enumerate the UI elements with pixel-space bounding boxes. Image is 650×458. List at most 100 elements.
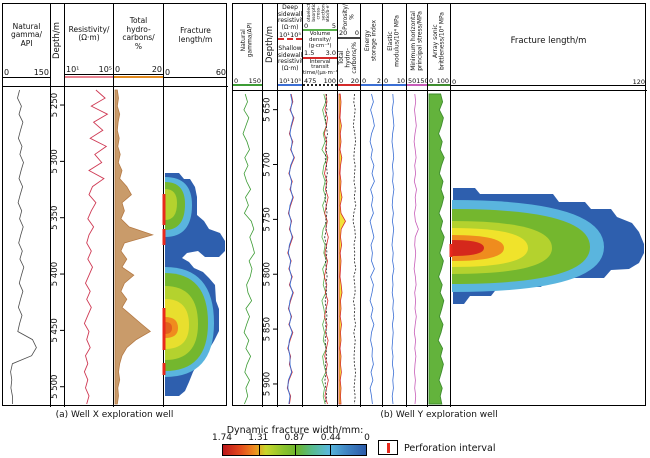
plot-area-a: 5 250 5 300 5 350 5 400 5 450 5 500 — [10, 89, 225, 405]
track-density-sonic-b — [303, 4, 338, 407]
depth-label: 5 800 — [262, 262, 272, 286]
depth-label: 5 450 — [50, 318, 60, 342]
track-title: Minimum horizontal principal stress/MPa — [407, 4, 427, 77]
plot-area-b: 5 650 5 700 5 750 5 800 5 850 5 900 — [242, 93, 644, 405]
scale-max: 10⁵ — [290, 30, 301, 39]
deep-sidewall-resistivity-curve — [286, 93, 295, 405]
track-title: Array sonic brittleness/10⁴ MPa — [428, 4, 450, 77]
colorbar-tick — [330, 445, 332, 455]
scale-row: 0 20 — [114, 63, 163, 75]
header-bottom-rule — [3, 86, 228, 87]
scale-max: 10⁵ — [290, 76, 301, 85]
track-energy-storage-index-b — [361, 4, 383, 407]
track-natural-gamma-a — [3, 4, 51, 407]
scale-row: 0 10 — [383, 77, 406, 86]
scale-rule — [114, 76, 163, 78]
track-title-text: Photoelectric absorption cross-section r… — [307, 4, 332, 23]
scale-min: 0 — [234, 76, 239, 85]
track-title: Natural gamma/API — [233, 4, 262, 77]
scale-row: 0 100 — [428, 77, 450, 86]
track-header-elastic-modulus-b: Elastic modulus/10⁴ MPa 0 10 — [383, 4, 406, 86]
scale-min: 10¹ — [279, 76, 290, 85]
natural-gamma-curve — [10, 89, 37, 404]
scale-max: 150 — [416, 76, 427, 85]
track-header-resistivity-a: Resistivity/ (Ω·m) 10¹ 10⁵ — [65, 4, 113, 78]
scale-row: 50 150 — [407, 77, 427, 86]
photoelectric-curve — [321, 93, 328, 405]
track-array-sonic-brittleness-b — [428, 4, 451, 407]
depth-label: 5 400 — [50, 262, 60, 286]
scale-min: 0 — [429, 76, 434, 85]
track-header-total-hydrocarbons-a: Total hydro- carbons/ % 0 20 — [114, 4, 163, 78]
scale-min: 0 — [304, 21, 309, 30]
fracture-contour — [452, 240, 484, 256]
perforation-marker — [162, 229, 166, 245]
natural-gamma-curve — [242, 93, 255, 405]
perforation-marker — [449, 244, 453, 257]
scale-min: 0 — [452, 77, 457, 86]
legend-title: Dynamic fracture width/mm: — [226, 425, 364, 436]
track-title: Interval transit time/(μs·m⁻¹) — [303, 58, 337, 77]
scale-row: 475 100 — [303, 77, 337, 86]
track-title: Fracture length/m — [178, 26, 213, 44]
track-title-text: Total hydro- carbons/% — [338, 42, 359, 74]
depth-label: 5 300 — [50, 149, 60, 173]
perforation-legend-swatch — [378, 440, 398, 455]
track-header-fracture-length-b: Fracture length/m 0 120 — [451, 4, 646, 86]
track-elastic-modulus-b — [383, 4, 407, 407]
legend-tick-labels: 1.74 1.31 0.87 0.44 0 — [212, 433, 370, 443]
track-title: Depth/m — [263, 4, 277, 86]
array-sonic-brittleness-curve — [428, 93, 445, 405]
scale-max: 100 — [323, 76, 336, 85]
scale-min: 0 — [165, 67, 171, 77]
scale-min: 20 — [339, 29, 348, 38]
scale-max: 150 — [248, 76, 261, 85]
scale-min: 1.5 — [304, 49, 315, 58]
track-title: Fracture length/m — [510, 35, 587, 46]
min-horizontal-principal-stress-curve — [413, 93, 419, 405]
track-title: Total hydro- carbons/ % — [122, 16, 155, 51]
track-header-energy-storage-index-b: Energy storage index 0 2 — [361, 4, 382, 86]
track-title: Natural gamma/ API — [10, 21, 43, 48]
scale-row: 0 120 — [451, 77, 646, 86]
caption-well-y: (b) Well Y exploration well — [380, 410, 498, 420]
scale-max: 3.0 — [325, 49, 336, 58]
depth-label: 5 350 — [50, 206, 60, 230]
depth-label: 5 900 — [262, 372, 272, 396]
scale-min: 10¹ — [66, 64, 80, 74]
track-depth-a — [51, 4, 65, 407]
depth-label: 5 500 — [50, 375, 60, 399]
track-porosity-hydrocarbons-b — [338, 4, 361, 407]
scale-row: 10¹ 10⁵ — [65, 63, 113, 75]
scale-max: 20 — [350, 76, 359, 85]
track-title: Volume density/ (g·cm⁻³) — [308, 31, 332, 49]
track-sidewall-resistivity-b — [278, 4, 303, 407]
perforation-line-icon — [386, 442, 390, 453]
interval-transit-time-curve — [324, 93, 328, 405]
fracture-contour — [165, 189, 177, 220]
scale-row: 1.5 3.0 — [303, 50, 337, 59]
legend-tick: 0.87 — [284, 433, 305, 443]
scale-row: 10¹ 10⁵ — [278, 77, 302, 86]
track-resistivity-a — [65, 4, 114, 407]
track-header-porosity-hydrocarbons-b: Porosity/ % 20 0 Total hydro- carbons/% 0 20 — [338, 4, 360, 86]
track-title-text: Porosity/ % — [341, 4, 356, 30]
panel-well-x: Natural gamma/ API 0 150 Depth/m Resistivity… — [2, 3, 228, 407]
legend-colorbar — [222, 444, 367, 456]
caption-well-x: (a) Well X exploration well — [55, 410, 174, 420]
track-title-text: Natural gamma/API — [240, 23, 254, 58]
track-title: Shallow sidewall resistivity/ (Ω·m) — [278, 45, 302, 72]
fracture-contour — [165, 322, 172, 334]
porosity-curve — [352, 93, 357, 405]
scale-min: 0 — [115, 64, 121, 74]
track-header-array-sonic-brittleness-b: Array sonic brittleness/10⁴ MPa 0 100 — [428, 4, 450, 86]
scale-rule — [65, 76, 113, 78]
track-title: Depth/m — [51, 4, 64, 78]
legend-tick: 1.74 — [211, 433, 233, 443]
track-natural-gamma-b — [233, 4, 263, 407]
scale-max: 60 — [215, 67, 226, 77]
scale-max: 10⁵ — [98, 64, 112, 74]
track-title: Elastic modulus/10⁴ MPa — [383, 4, 406, 77]
scale-min: 10¹ — [279, 30, 290, 39]
